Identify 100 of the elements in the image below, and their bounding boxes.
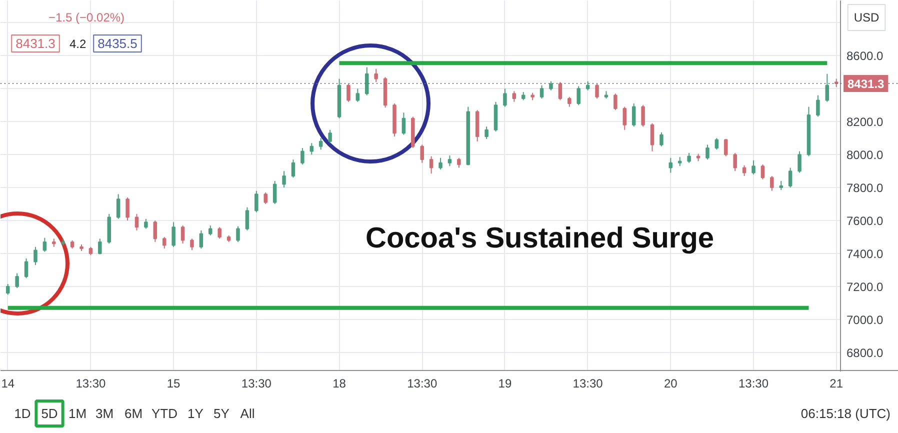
annotation: 4.2 (70, 37, 87, 51)
y-tick-label: 8200.0 (846, 115, 884, 130)
candlestick (254, 190, 258, 213)
candlestick (558, 82, 562, 101)
y-tick-label: 7400.0 (846, 246, 884, 261)
candlestick (614, 93, 618, 111)
x-tick-label: 18 (332, 376, 346, 390)
candlestick (402, 112, 406, 136)
candlestick (742, 164, 746, 177)
candlestick (798, 150, 802, 174)
candlestick (641, 104, 645, 128)
text: 6M (124, 406, 143, 421)
text: All (240, 406, 255, 421)
candlestick (586, 80, 590, 91)
y-tick-label: 8000.0 (846, 148, 884, 162)
candlestick (162, 236, 166, 250)
annotation: −1.5 (−0.02%) (48, 10, 125, 24)
candlestick (153, 220, 158, 242)
candlestick (172, 222, 176, 248)
y-tick-label: 7600.0 (846, 214, 884, 228)
text: Cocoa's Sustained Surge (366, 222, 714, 254)
x-tick-label: 14 (1, 376, 15, 390)
candlestick (622, 106, 627, 130)
candlestick (364, 66, 369, 96)
candlestick (484, 126, 488, 140)
y-tick-label: 8600.0 (846, 49, 884, 64)
candlestick (42, 237, 47, 252)
annotation: 8431.3 (16, 36, 56, 51)
candlestick (816, 94, 820, 118)
candlestick (752, 160, 756, 175)
candlestick (310, 142, 314, 156)
candlestick (180, 224, 185, 244)
text: USD (854, 10, 880, 24)
candlestick (328, 129, 332, 144)
text: 5D (41, 406, 58, 421)
candlestick (24, 258, 28, 279)
candlestick (687, 152, 691, 164)
candlestick (678, 156, 682, 167)
candlestick (272, 180, 277, 205)
candlestick (457, 157, 461, 168)
candlestick (760, 164, 765, 180)
text: 3M (95, 406, 114, 421)
candlestick (706, 144, 710, 160)
candlestick (825, 73, 830, 102)
candlestick (245, 206, 250, 231)
candlestick (540, 84, 544, 100)
candlestick (356, 88, 360, 102)
x-tick-label: 19 (498, 376, 512, 390)
candlestick (6, 283, 10, 296)
candlestick (98, 238, 102, 255)
candlestick (549, 80, 553, 91)
candlestick (291, 159, 296, 178)
candlestick (420, 144, 424, 164)
text: 1D (14, 406, 31, 421)
x-tick-label: 13:30 (738, 376, 769, 390)
text: YTD (152, 406, 178, 421)
candlestick (779, 180, 784, 191)
candlestick (733, 152, 737, 172)
candlestick (318, 138, 323, 150)
x-tick-label: 15 (166, 376, 181, 390)
text: 5Y (214, 406, 230, 421)
y-tick-label: 7000.0 (846, 312, 884, 327)
candlestick (34, 246, 38, 266)
candlestick (236, 226, 240, 242)
candlestick (770, 176, 774, 192)
candlestick (668, 157, 673, 174)
text: 1M (68, 406, 87, 421)
candlestick (264, 192, 268, 205)
x-tick-label: 13:30 (241, 376, 272, 390)
candlestick (144, 218, 148, 230)
candlestick (512, 90, 516, 102)
candlestick (218, 226, 222, 240)
candlestick (116, 194, 120, 220)
candlestick (632, 103, 636, 128)
candlestick (190, 238, 194, 251)
candlestick (374, 68, 378, 83)
candlestick (788, 167, 792, 188)
candlestick (576, 86, 580, 106)
x-tick-label: 13:30 (572, 376, 604, 390)
y-tick-label: 7800.0 (846, 181, 884, 196)
candlestick (15, 272, 19, 289)
ref-line-label: 8431.3 (848, 77, 885, 92)
candlestick (429, 156, 434, 174)
candlestick (714, 138, 719, 150)
x-tick-label: 13:30 (76, 376, 106, 390)
annotation: 8435.5 (98, 36, 138, 51)
candlestick (199, 230, 204, 250)
candlestick (448, 154, 452, 167)
text: 1Y (188, 406, 204, 421)
candlestick (724, 138, 728, 157)
x-tick-label: 13:30 (407, 376, 438, 390)
candlestick (438, 157, 442, 170)
y-tick-label: 6800.0 (846, 346, 884, 360)
candlestick (282, 170, 286, 188)
candlestick (126, 196, 130, 222)
candlestick (346, 83, 350, 102)
candlestick (660, 132, 664, 147)
candlestick (208, 224, 212, 236)
x-tick-label: 21 (830, 376, 844, 390)
candlestick (134, 213, 139, 231)
